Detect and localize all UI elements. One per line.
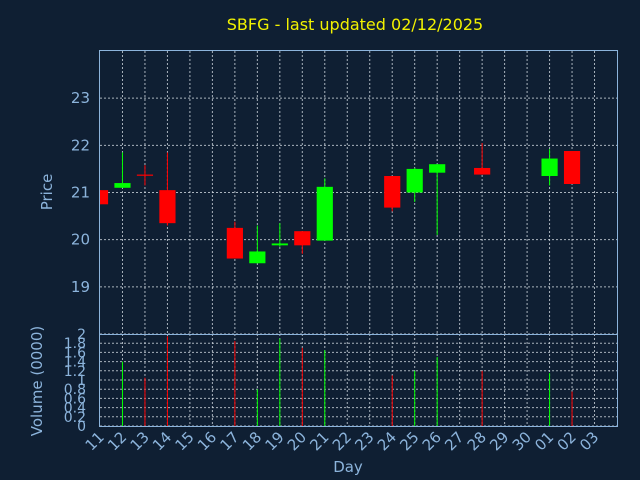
volume-tick-labels: 00.20.40.60.811.21.41.61.82 <box>64 327 86 435</box>
candle <box>406 167 423 202</box>
price-tick-labels: 19 20 21 22 23 <box>71 89 90 296</box>
candle-body <box>249 251 266 264</box>
candle <box>316 178 333 241</box>
candle-body <box>271 243 288 246</box>
candle <box>249 225 266 264</box>
candle-body <box>294 231 311 246</box>
volume-tick-label: 0 <box>77 419 86 435</box>
volume-tick-label: 1 <box>77 373 86 389</box>
x-tick-label: 03 <box>576 428 602 454</box>
volume-panel-frame <box>99 334 618 427</box>
volume-tick-label: 1.6 <box>64 345 86 361</box>
candle <box>159 152 176 226</box>
price-tick-label: 23 <box>71 89 90 107</box>
candle-body <box>429 164 446 173</box>
volume-bars <box>121 336 573 426</box>
candle <box>384 175 401 212</box>
candle-body <box>226 227 243 259</box>
volume-tick-label: 0.6 <box>64 391 86 407</box>
candle-body <box>541 158 558 176</box>
candle <box>99 190 109 205</box>
volume-tick-label: 1.4 <box>64 355 86 371</box>
candle <box>226 221 243 259</box>
volume-tick-label: 0.2 <box>64 410 86 426</box>
candle <box>474 142 491 175</box>
candle <box>429 164 446 235</box>
price-tick-label: 22 <box>71 136 90 154</box>
candle-body <box>100 190 109 205</box>
x-tick-labels: 1112131415161718192021222324252627282930… <box>82 428 603 454</box>
price-tick-label: 20 <box>71 231 90 249</box>
price-tick-label: 19 <box>71 278 90 296</box>
candlesticks <box>99 142 581 264</box>
volume-grid <box>100 333 617 427</box>
candle-body <box>474 167 491 175</box>
volume-tick-label: 0.4 <box>64 401 86 417</box>
candle <box>271 223 288 247</box>
candle <box>563 150 581 185</box>
chart-title: SBFG - last updated 02/12/2025 <box>227 15 483 34</box>
candle-body <box>406 168 423 193</box>
candle-body <box>114 183 131 188</box>
candle <box>541 149 558 186</box>
candle-body <box>136 174 154 176</box>
volume-tick-label: 0.8 <box>64 382 86 398</box>
volume-tick-label: 1.2 <box>64 364 86 380</box>
volume-tick-label: 1.8 <box>64 336 86 352</box>
candle <box>114 152 131 188</box>
candle <box>294 231 311 254</box>
candle-body <box>159 190 176 224</box>
price-tick-label: 21 <box>71 184 90 202</box>
price-grid <box>100 51 617 334</box>
candle-body <box>316 186 333 241</box>
x-axis-label: Day <box>333 458 363 476</box>
volume-tick-label: 2 <box>77 327 86 343</box>
price-axis-label: Price <box>38 174 56 211</box>
volume-axis-label: Volume (0000) <box>28 326 46 436</box>
candle <box>136 165 154 186</box>
candle-body <box>384 175 401 208</box>
candle-body <box>563 150 581 185</box>
